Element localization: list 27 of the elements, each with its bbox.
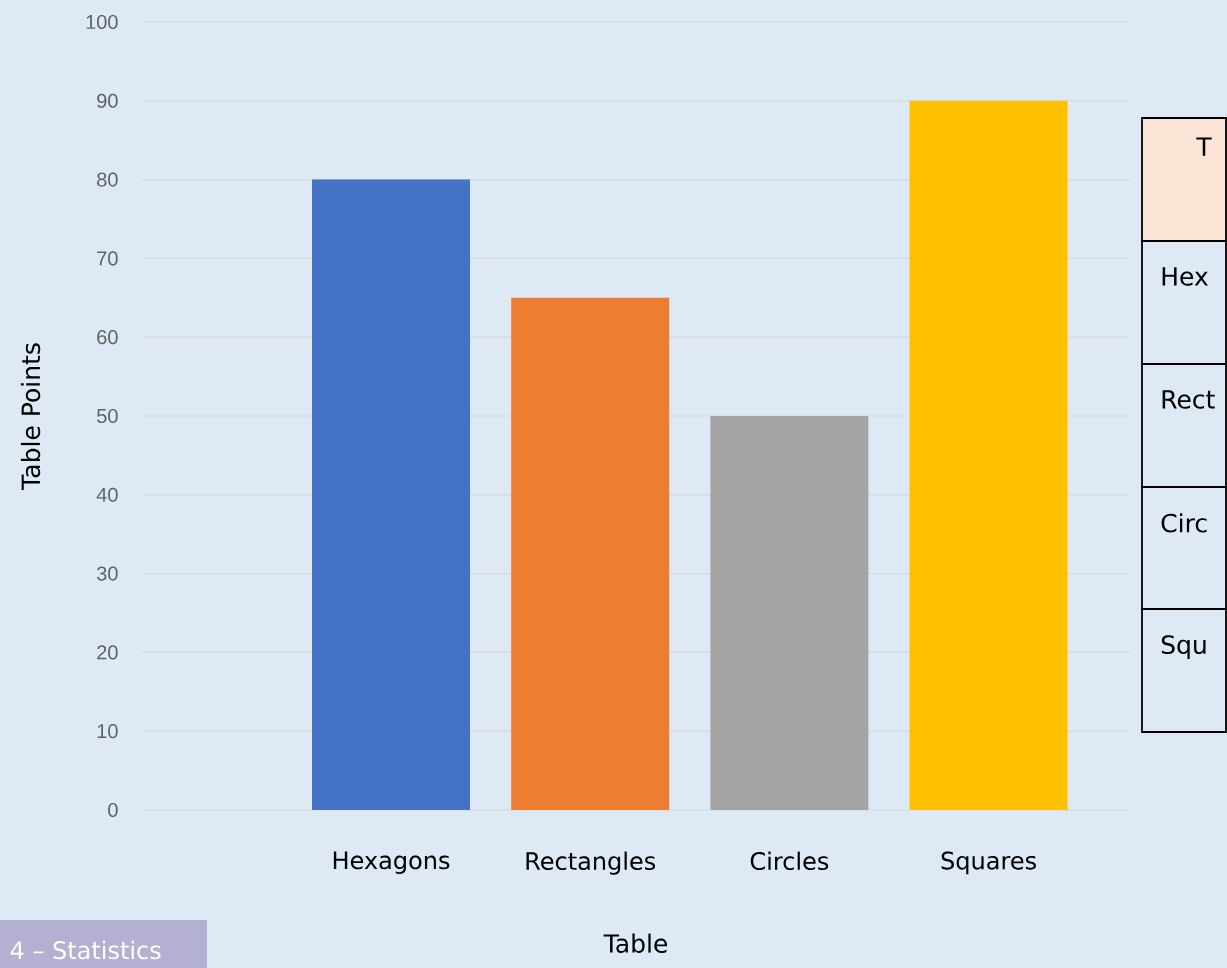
x-tick-label: Squares [941,851,1036,875]
x-tick-label: Rectangles [526,851,656,875]
y-tick-label: 10 [97,724,118,739]
bar [511,297,670,810]
y-tick-label: 30 [96,566,118,581]
y-axis-title: Table Points [20,343,41,490]
x-tick-label: Hexagons [333,851,450,874]
text: Squ [1161,635,1206,659]
y-tick-label: 50 [97,408,118,424]
y-tick-label: 20 [97,645,118,660]
y-tick-label: 90 [97,93,118,108]
text: T [1196,137,1212,156]
y-tick-label: 40 [96,487,118,502]
y-tick-label: 0 [108,802,118,818]
y-tick-label: 60 [97,330,118,345]
bar [909,100,1068,810]
bar [710,415,869,810]
y-tick-label: 80 [97,172,118,187]
x-axis-title: Table [603,933,668,953]
text: 4 – Statistics [10,940,161,960]
text: Hex [1162,267,1208,286]
x-tick-label: Circles [750,851,829,871]
text: Rect [1162,390,1215,409]
y-tick-label: 70 [97,251,118,266]
y-tick-label: 100 [86,14,118,30]
text: Circ [1161,513,1207,533]
bar [312,179,470,810]
